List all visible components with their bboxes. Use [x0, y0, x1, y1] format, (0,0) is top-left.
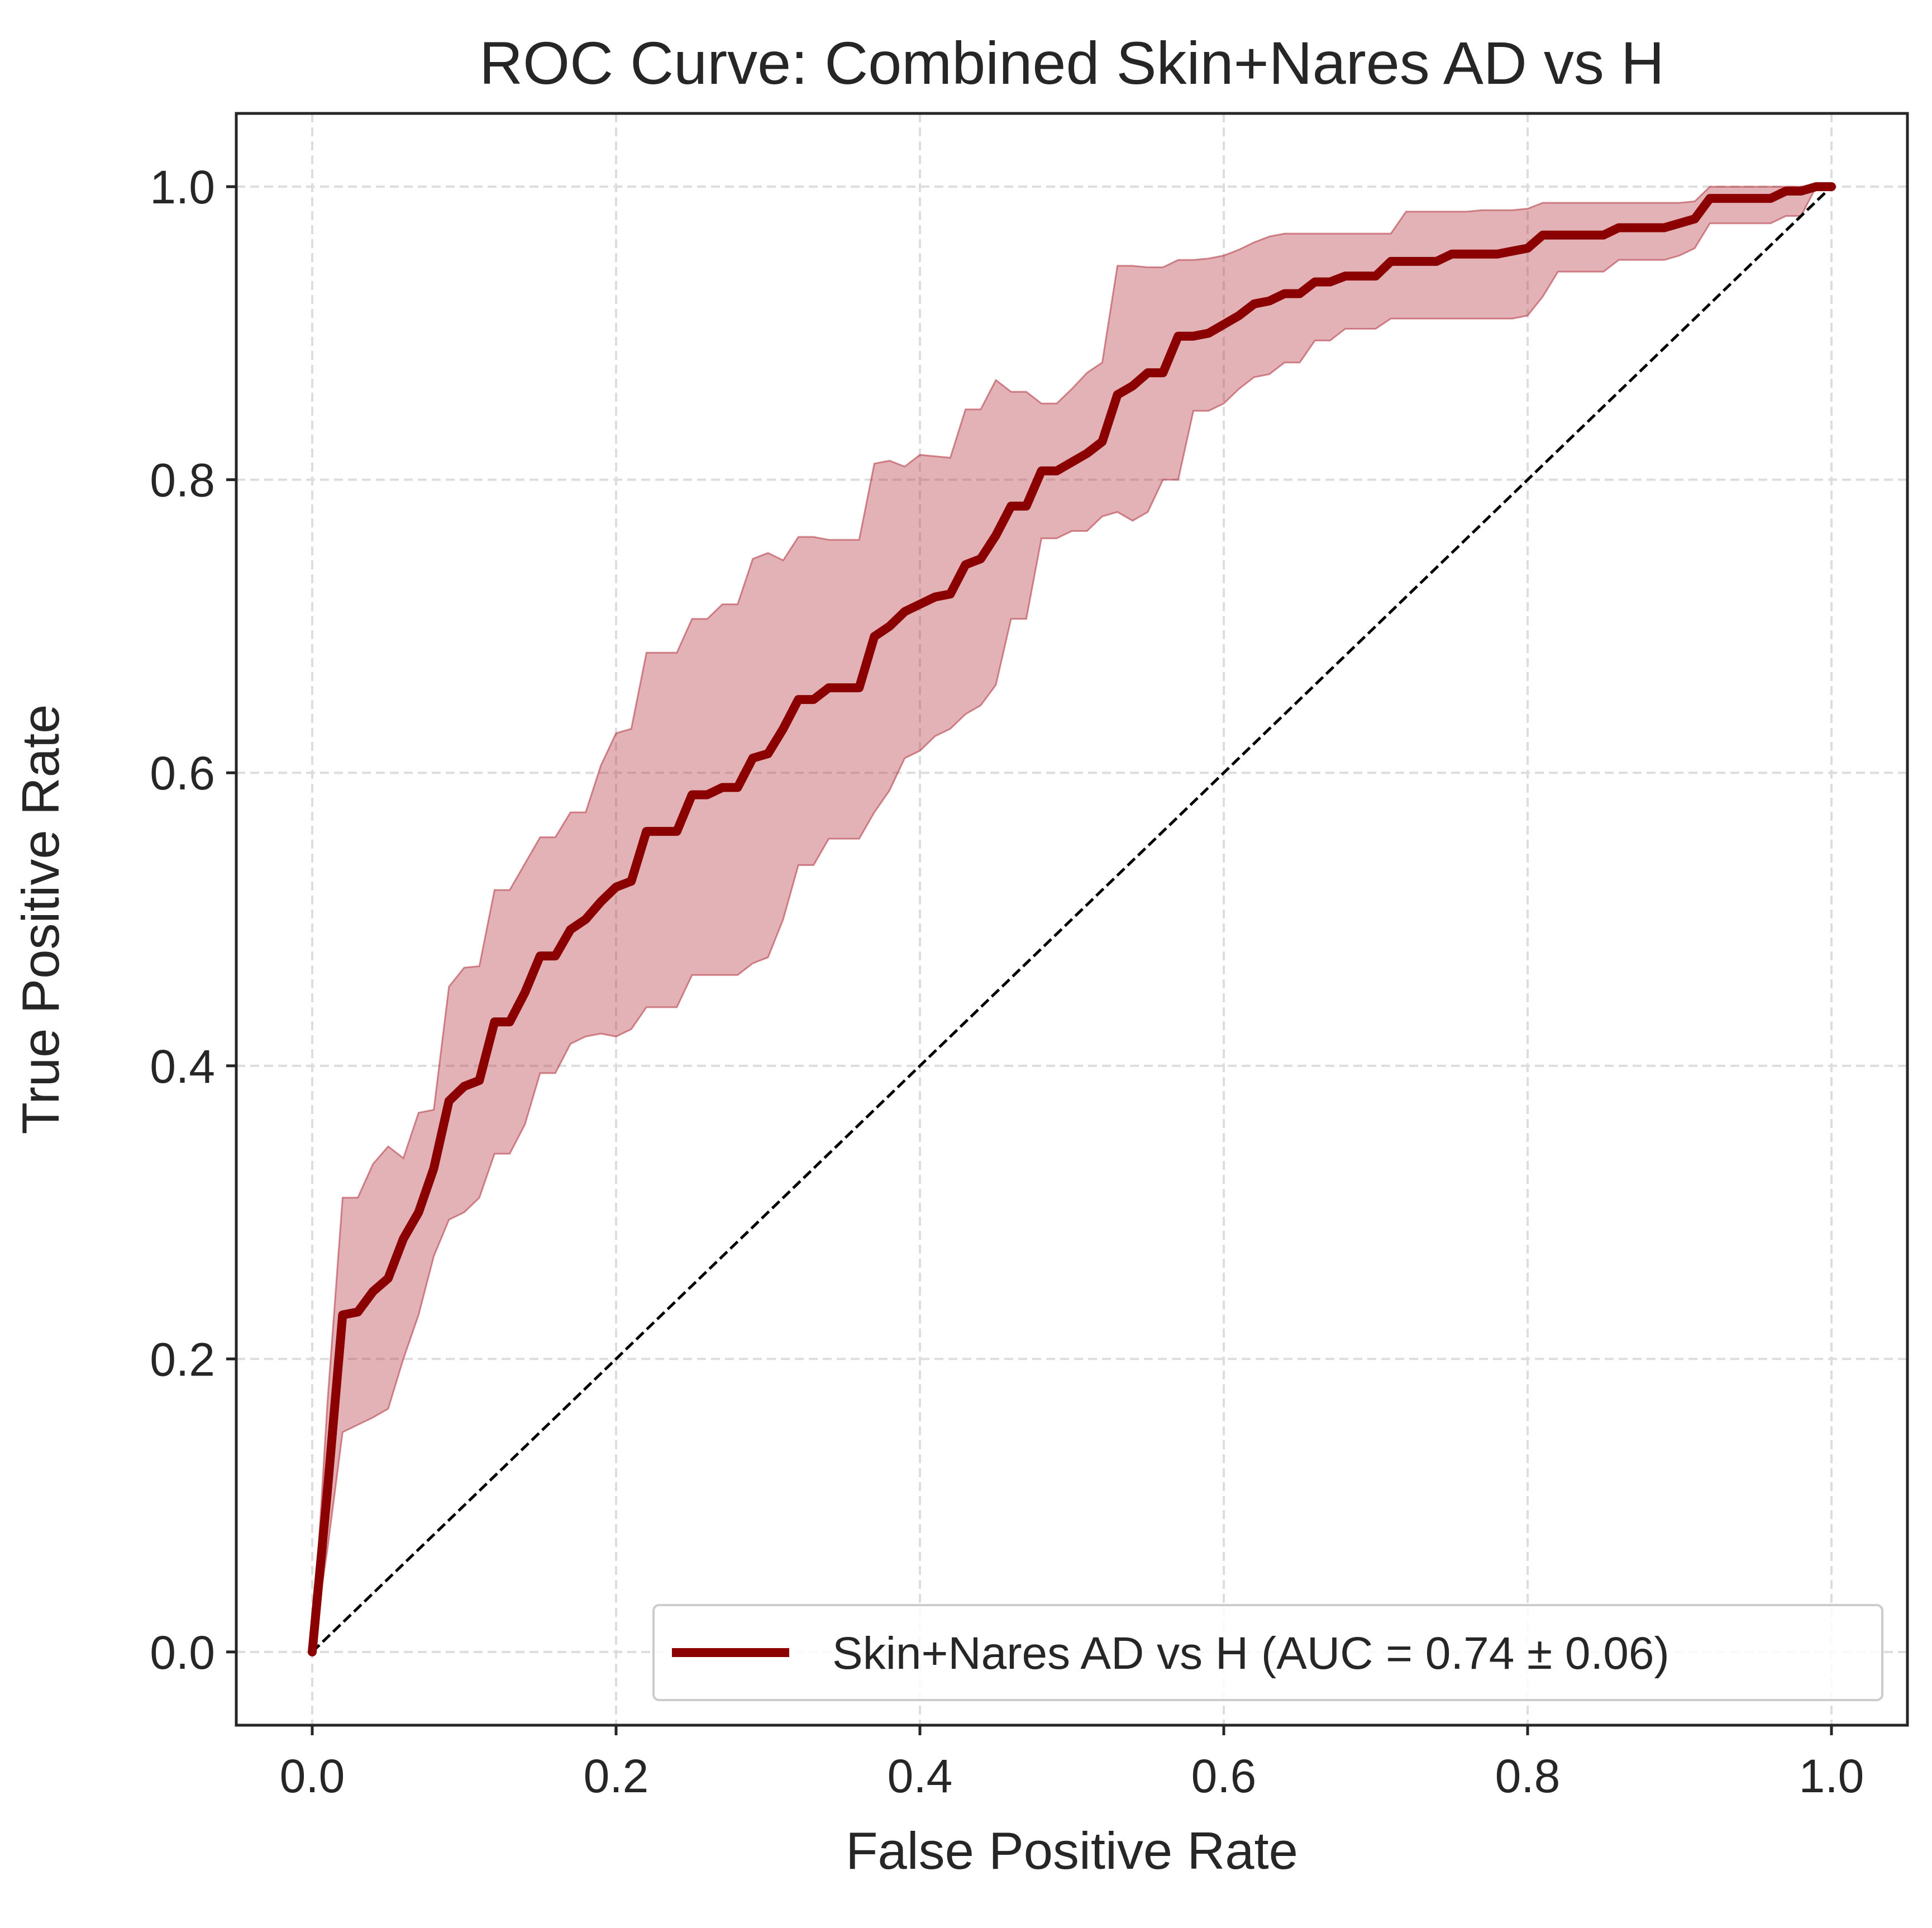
- y-axis-ticks: 0.0 0.2 0.4 0.6 0.8 1.0: [150, 161, 236, 1679]
- x-tick-label: 0.8: [1495, 1750, 1561, 1802]
- x-tick-label: 0.0: [280, 1750, 345, 1802]
- x-axis-ticks: 0.0 0.2 0.4 0.6 0.8 1.0: [280, 1725, 1864, 1802]
- confidence-band: [311, 185, 1831, 1653]
- x-tick-label: 1.0: [1799, 1750, 1864, 1802]
- y-tick-label: 1.0: [150, 161, 215, 213]
- y-tick-label: 0.4: [150, 1040, 215, 1093]
- grid-lines: [236, 113, 1907, 1725]
- y-axis-label: True Positive Rate: [11, 704, 70, 1135]
- y-tick-label: 0.8: [150, 454, 215, 507]
- confidence-band-layer: [311, 185, 1831, 1653]
- mean-roc-line: [308, 182, 1836, 1656]
- mean-roc-line-layer: [308, 182, 1836, 1656]
- x-tick-label: 0.6: [1191, 1750, 1257, 1802]
- x-tick-label: 0.4: [888, 1750, 953, 1802]
- chart-title: ROC Curve: Combined Skin+Nares AD vs H: [479, 29, 1664, 97]
- y-tick-label: 0.2: [150, 1333, 215, 1386]
- legend-box: [652, 1604, 1883, 1701]
- y-tick-label: 0.6: [150, 747, 215, 799]
- axes-frame: [235, 112, 1909, 1727]
- chance-diagonal-line: [311, 185, 1833, 1653]
- legend-label: Skin+Nares AD vs H (AUC = 0.74 ± 0.06): [832, 1628, 1669, 1679]
- x-tick-label: 0.2: [584, 1750, 649, 1802]
- x-axis-label: False Positive Rate: [846, 1821, 1298, 1880]
- y-tick-label: 0.0: [150, 1626, 215, 1679]
- chance-line-layer: [311, 185, 1833, 1653]
- legend: Skin+Nares AD vs H (AUC = 0.74 ± 0.06): [652, 1604, 1883, 1701]
